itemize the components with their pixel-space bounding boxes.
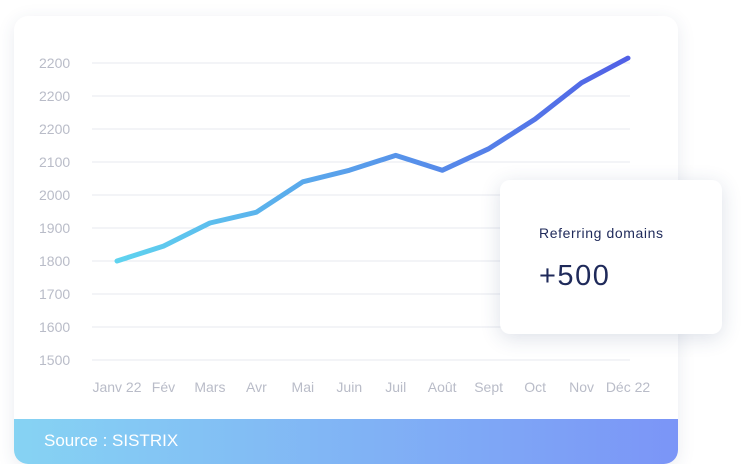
x-tick-label: Janv 22 (92, 379, 141, 395)
x-tick-label: Nov (569, 379, 594, 395)
y-tick-label: 2200 (39, 88, 70, 104)
x-tick-label: Août (428, 379, 457, 395)
x-tick-label: Déc 22 (606, 379, 651, 395)
y-tick-label: 1600 (39, 319, 70, 335)
callout-label: Referring domains (539, 225, 664, 241)
y-tick-label: 2200 (39, 121, 70, 137)
series-line (114, 55, 631, 264)
x-tick-label: Juil (385, 379, 406, 395)
y-tick-label: 1700 (39, 286, 70, 302)
y-tick-label: 1800 (39, 253, 70, 269)
y-tick-label: 2000 (39, 187, 70, 203)
referring-domains-callout: Referring domains +500 (500, 180, 722, 334)
x-tick-label: Mars (194, 379, 225, 395)
y-tick-label: 2200 (39, 55, 70, 71)
x-tick-label: Mai (292, 379, 315, 395)
y-tick-label: 1900 (39, 220, 70, 236)
source-label: Source : SISTRIX (44, 431, 179, 450)
x-tick-label: Avr (246, 379, 267, 395)
x-tick-label: Sept (474, 379, 503, 395)
y-tick-label: 2100 (39, 154, 70, 170)
x-tick-label: Fév (152, 379, 175, 395)
callout-value: +500 (539, 260, 611, 292)
y-tick-label: 1500 (39, 352, 70, 368)
line-chart: 1500 1600 1700 1800 1900 2000 2100 2200 2200 2200… (39, 55, 651, 395)
source-footer: Source : SISTRIX (14, 419, 678, 464)
x-tick-label: Oct (524, 379, 546, 395)
x-tick-label: Juin (336, 379, 362, 395)
